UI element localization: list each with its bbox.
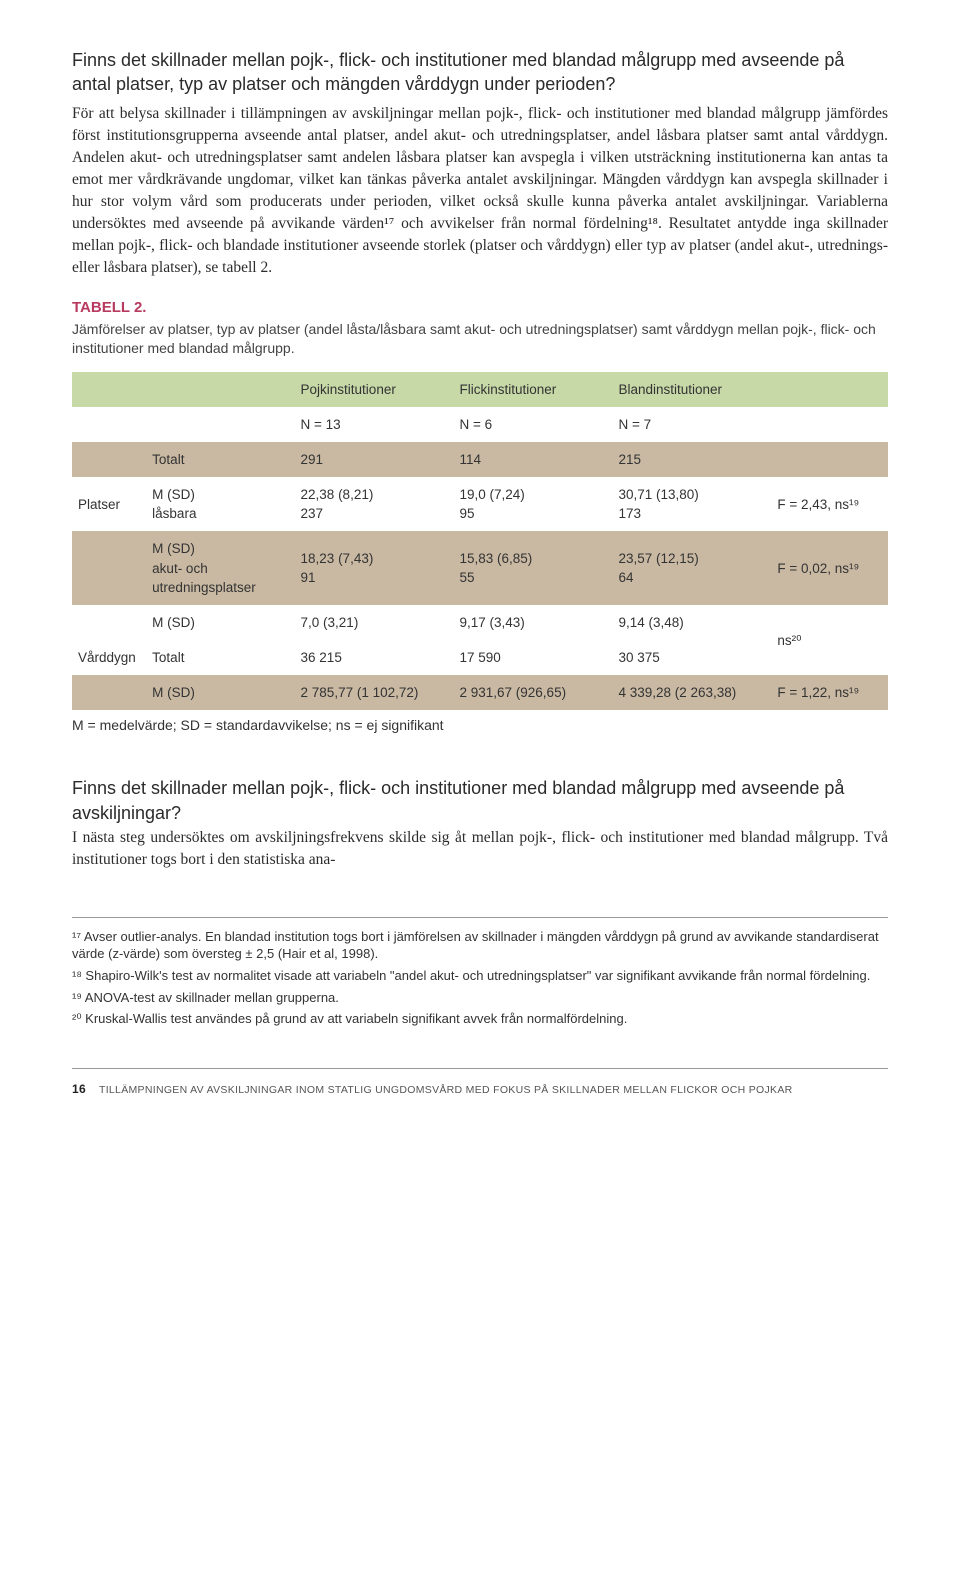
cell: 30 375 [612,640,771,675]
table-header-row: Pojkinstitutioner Flickinstitutioner Bla… [72,372,888,407]
table-caption: Jämförelser av platser, typ av platser (… [72,320,888,358]
section-body-2: I nästa steg undersöktes om avskiljnings… [72,827,888,871]
page-number: 16 [72,1082,86,1096]
cell: 15,83 (6,85)55 [453,531,612,604]
section-heading-1: Finns det skillnader mellan pojk-, flick… [72,48,888,97]
cell: 4 339,28 (2 263,38) [612,675,771,710]
table-n-row: N = 13 N = 6 N = 7 [72,407,888,442]
cell: 19,0 (7,24)95 [453,477,612,531]
footnote-17: ¹⁷ Avser outlier-analys. En blandad inst… [72,928,888,963]
cell: 9,14 (3,48) [612,605,771,640]
col-header-bland: Blandinstitutioner [612,372,771,407]
col-header-pojk: Pojkinstitutioner [295,372,454,407]
row-label-totalt2: Totalt [146,640,294,675]
col-header-flick: Flickinstitutioner [453,372,612,407]
cell-stat: F = 0,02, ns¹⁹ [771,531,888,604]
footnotes: ¹⁷ Avser outlier-analys. En blandad inst… [72,917,888,1028]
cell: 22,38 (8,21)237 [295,477,454,531]
footnote-19: ¹⁹ ANOVA-test av skillnader mellan grupp… [72,989,888,1007]
n-flick: N = 6 [453,407,612,442]
comparison-table: Pojkinstitutioner Flickinstitutioner Bla… [72,372,888,711]
cell: 9,17 (3,43) [453,605,612,640]
cell: 23,57 (12,15)64 [612,531,771,604]
cell: 17 590 [453,640,612,675]
n-pojk: N = 13 [295,407,454,442]
section-body-1: För att belysa skillnader i tillämpninge… [72,103,888,279]
section-heading-2: Finns det skillnader mellan pojk-, flick… [72,776,888,825]
table-row-msd: M (SD) 7,0 (3,21) 9,17 (3,43) 9,14 (3,48… [72,605,888,640]
n-bland: N = 7 [612,407,771,442]
page-footer: 16 TILLÄMPNINGEN AV AVSKILJNINGAR INOM S… [72,1068,888,1098]
cell: 2 785,77 (1 102,72) [295,675,454,710]
table-row-varddygn-msd: M (SD) 2 785,77 (1 102,72) 2 931,67 (926… [72,675,888,710]
row-label-lasbara: M (SD) låsbara [146,477,294,531]
footnote-20: ²⁰ Kruskal-Wallis test användes på grund… [72,1010,888,1028]
cell: 30,71 (13,80)173 [612,477,771,531]
cell: 36 215 [295,640,454,675]
footer-title: TILLÄMPNINGEN AV AVSKILJNINGAR INOM STAT… [99,1084,793,1096]
cell: 7,0 (3,21) [295,605,454,640]
row-group-varddygn: Vårddygn [72,640,146,675]
row-label-msd: M (SD) [146,605,294,640]
cell: 215 [612,442,771,477]
cell: 114 [453,442,612,477]
table-label: TABELL 2. [72,297,888,318]
cell-stat: ns²⁰ [771,605,888,675]
row-label-totalt: Totalt [146,442,294,477]
table-row-lasbara: Platser M (SD) låsbara 22,38 (8,21)237 1… [72,477,888,531]
table-row-varddygn-totalt: Vårddygn Totalt 36 215 17 590 30 375 [72,640,888,675]
cell: 291 [295,442,454,477]
row-label-akut: M (SD) akut- och utredningsplatser [146,531,294,604]
cell-stat: F = 1,22, ns¹⁹ [771,675,888,710]
cell: 2 931,67 (926,65) [453,675,612,710]
table-row-akut: M (SD) akut- och utredningsplatser 18,23… [72,531,888,604]
cell-stat: F = 2,43, ns¹⁹ [771,477,888,531]
table-note: M = medelvärde; SD = standardavvikelse; … [72,716,888,736]
cell: 18,23 (7,43)91 [295,531,454,604]
row-group-platser: Platser [72,477,146,531]
row-label-msd2: M (SD) [146,675,294,710]
footnote-18: ¹⁸ Shapiro-Wilk's test av normalitet vis… [72,967,888,985]
table-row-totalt: Totalt 291 114 215 [72,442,888,477]
